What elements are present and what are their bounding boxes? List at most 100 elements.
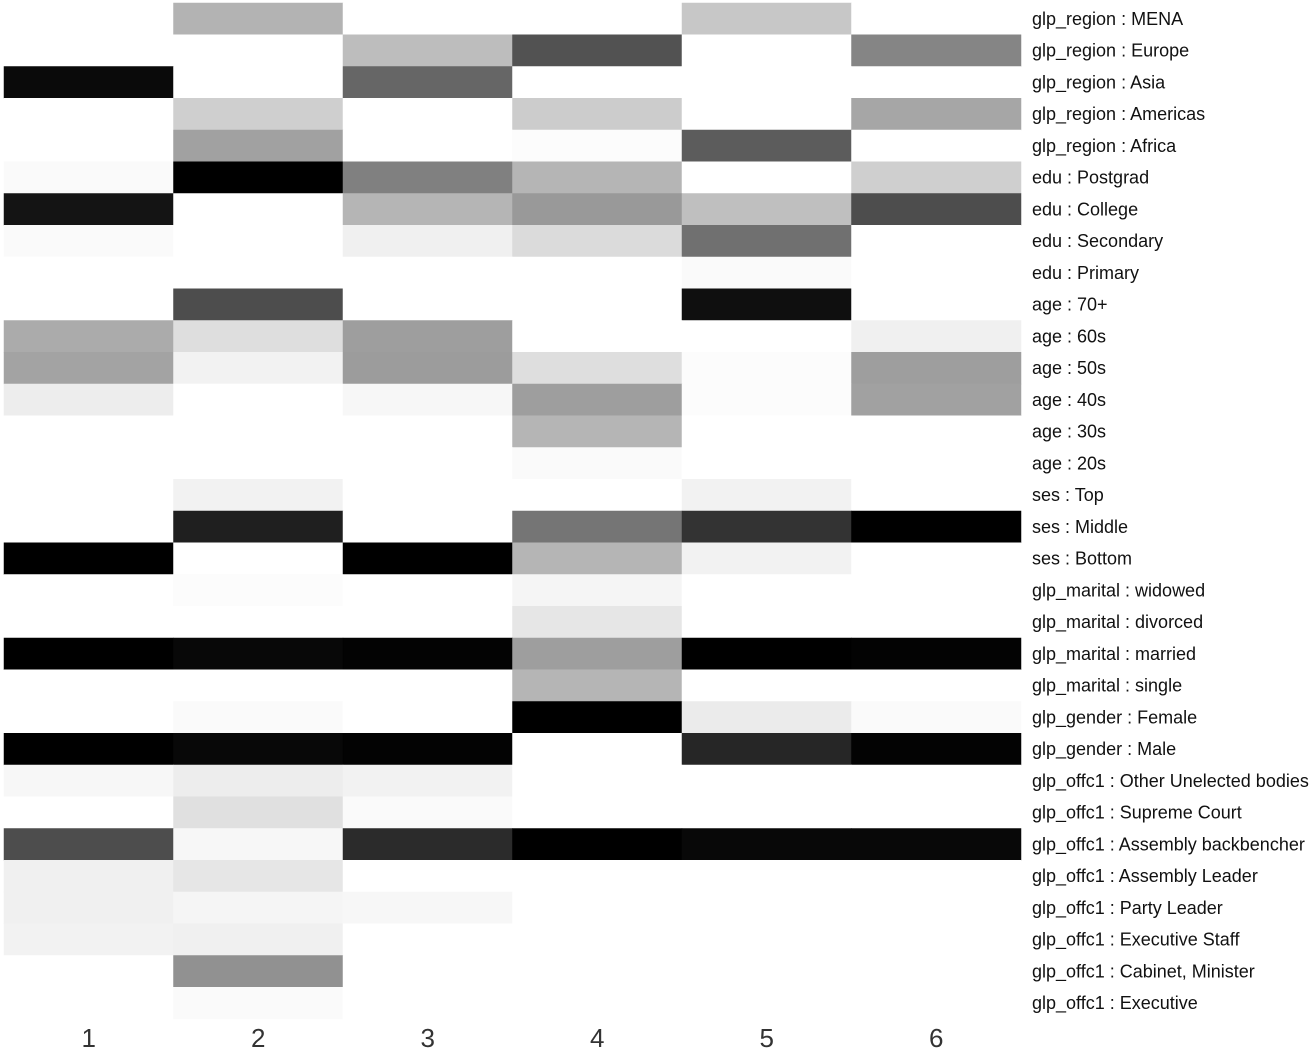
heatmap-cell (851, 447, 1022, 480)
heatmap-cell (681, 415, 852, 448)
row-label: glp_offc1 : Executive Staff (1032, 930, 1240, 951)
heatmap-cell (851, 955, 1022, 988)
heatmap-cell (681, 256, 852, 289)
heatmap-cell (3, 637, 174, 670)
heatmap-cell (512, 320, 683, 353)
heatmap-cell (851, 288, 1022, 321)
heatmap-cell (512, 288, 683, 321)
row-label: glp_offc1 : Other Unelected bodies (1032, 771, 1309, 792)
heatmap-cell (342, 98, 513, 131)
heatmap-cell (342, 383, 513, 416)
row-label: ses : Bottom (1032, 549, 1132, 569)
heatmap-cell (342, 415, 513, 448)
column-label: 1 (82, 1023, 96, 1053)
row-label: glp_region : Africa (1032, 136, 1177, 157)
heatmap-cell (3, 860, 174, 893)
heatmap-cell (512, 352, 683, 385)
heatmap-cell (173, 129, 344, 162)
row-label: edu : Postgrad (1032, 168, 1149, 188)
heatmap-cell (681, 923, 852, 956)
heatmap-cell (512, 129, 683, 162)
heatmap-cell (512, 955, 683, 988)
row-label: glp_offc1 : Supreme Court (1032, 803, 1242, 824)
heatmap-cell (342, 34, 513, 67)
heatmap-cell (512, 828, 683, 861)
heatmap-cell (342, 510, 513, 543)
heatmap-cell (512, 923, 683, 956)
heatmap-cell (342, 193, 513, 226)
heatmap-cell (512, 796, 683, 829)
heatmap-cell (173, 352, 344, 385)
heatmap-cell (512, 256, 683, 289)
heatmap-cell (342, 764, 513, 797)
heatmap-cell (3, 320, 174, 353)
heatmap-cell (342, 891, 513, 924)
heatmap-cell (681, 225, 852, 258)
heatmap-cell (173, 637, 344, 670)
heatmap-cell (512, 447, 683, 480)
row-label: edu : Primary (1032, 263, 1139, 283)
heatmap-cell (681, 574, 852, 607)
row-label: glp_offc1 : Assembly Leader (1032, 866, 1258, 887)
heatmap-cell (173, 256, 344, 289)
heatmap-cell (512, 669, 683, 702)
heatmap-cell (512, 161, 683, 194)
heatmap-cell (342, 637, 513, 670)
heatmap-cell (851, 733, 1022, 766)
heatmap-cell (342, 796, 513, 829)
heatmap-cell (173, 574, 344, 607)
column-label: 4 (590, 1023, 604, 1053)
heatmap-cell (173, 987, 344, 1020)
heatmap-cell (173, 98, 344, 131)
heatmap-cell (3, 891, 174, 924)
heatmap-cell (681, 320, 852, 353)
heatmap-cell (681, 193, 852, 226)
heatmap-cell (851, 891, 1022, 924)
heatmap-cell (3, 796, 174, 829)
heatmap-cell (3, 383, 174, 416)
heatmap-cell (851, 764, 1022, 797)
heatmap-cell (342, 955, 513, 988)
heatmap-cells (3, 2, 1022, 1020)
heatmap-cell (851, 479, 1022, 512)
heatmap-cell (681, 2, 852, 35)
heatmap-cell (681, 637, 852, 670)
row-label: age : 60s (1032, 326, 1106, 346)
heatmap-cell (342, 352, 513, 385)
row-label: glp_region : MENA (1032, 9, 1183, 30)
heatmap-cell (342, 256, 513, 289)
heatmap-cell (173, 225, 344, 258)
row-label: age : 30s (1032, 422, 1106, 442)
heatmap-cell (851, 923, 1022, 956)
heatmap-cell (342, 828, 513, 861)
heatmap-cell (3, 66, 174, 99)
heatmap-cell (681, 860, 852, 893)
heatmap-cell (342, 2, 513, 35)
heatmap-cell (3, 987, 174, 1020)
row-label: glp_gender : Male (1032, 739, 1176, 760)
heatmap-cell (851, 828, 1022, 861)
row-label: glp_marital : single (1032, 676, 1182, 697)
heatmap-cell (681, 891, 852, 924)
row-label: glp_marital : divorced (1032, 612, 1203, 633)
heatmap-cell (851, 225, 1022, 258)
column-label: 6 (929, 1023, 943, 1053)
heatmap-cell (173, 955, 344, 988)
heatmap-cell (342, 225, 513, 258)
heatmap-cell (3, 828, 174, 861)
heatmap-cell (512, 415, 683, 448)
heatmap-cell (3, 510, 174, 543)
heatmap-cell (173, 796, 344, 829)
heatmap-cell (173, 161, 344, 194)
heatmap-cell (512, 764, 683, 797)
heatmap-cell (681, 352, 852, 385)
heatmap-cell (342, 320, 513, 353)
heatmap-cell (681, 955, 852, 988)
row-label: edu : Secondary (1032, 231, 1163, 251)
heatmap-cell (173, 415, 344, 448)
heatmap-cell (512, 66, 683, 99)
heatmap-cell (342, 860, 513, 893)
heatmap-cell (173, 320, 344, 353)
heatmap-cell (681, 288, 852, 321)
heatmap-cell (173, 479, 344, 512)
